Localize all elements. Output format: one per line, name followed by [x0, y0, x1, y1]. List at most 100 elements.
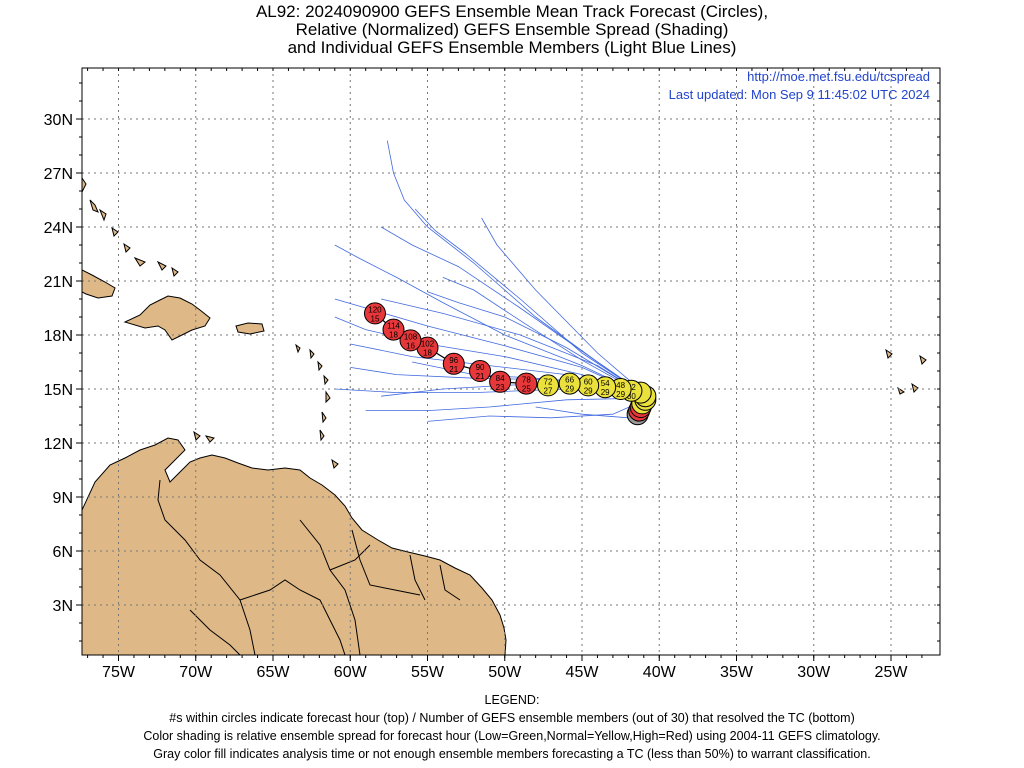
forecast-circle — [537, 374, 560, 397]
lat-label: 30N — [44, 112, 73, 129]
land-layer — [82, 177, 927, 655]
member-count-label: 18 — [423, 349, 432, 358]
member-count-label: 29 — [565, 385, 574, 394]
forecast-hour-label: 96 — [449, 356, 458, 365]
lat-label: 24N — [44, 220, 73, 237]
title-line-3: and Individual GEFS Ensemble Members (Li… — [287, 38, 737, 57]
lat-label: 6N — [53, 544, 73, 561]
member-count-label: 15 — [371, 314, 380, 323]
member-count-label: 29 — [601, 388, 610, 397]
puerto-rico-island — [235, 322, 265, 335]
member-track-line — [365, 397, 651, 411]
member-track-line — [334, 298, 651, 399]
member-count-label: 25 — [522, 385, 531, 394]
member-count-label: 27 — [544, 386, 553, 395]
forecast-hour-label: 102 — [421, 340, 435, 349]
small-islands — [89, 199, 927, 469]
lat-label: 9N — [53, 490, 73, 507]
lat-label: 21N — [44, 274, 73, 291]
legend-heading: LEGEND: — [484, 693, 540, 707]
forecast-circle — [363, 302, 386, 325]
last-updated-text: Last updated: Mon Sep 9 11:45:02 UTC 202… — [669, 87, 930, 102]
lat-label: 12N — [44, 436, 73, 453]
forecast-circle — [469, 360, 492, 382]
south-america-landmass — [82, 437, 507, 655]
member-count-label: 23 — [496, 383, 505, 392]
country-borders — [157, 479, 461, 655]
lon-label: 45W — [566, 664, 600, 681]
forecast-hour-label: 108 — [404, 332, 418, 341]
member-track-line — [334, 244, 651, 399]
member-count-label: 29 — [584, 386, 593, 395]
graticule — [82, 68, 940, 655]
cuba-island — [82, 269, 116, 299]
member-track-line — [442, 277, 651, 399]
florida-coast — [82, 177, 87, 193]
lat-label: 18N — [44, 328, 73, 345]
forecast-circle — [382, 318, 405, 341]
lon-label: 65W — [257, 664, 291, 681]
forecast-hour-label: 42 — [627, 383, 636, 392]
forecast-circle — [399, 329, 422, 352]
member-track-line — [414, 208, 651, 399]
member-track-line — [427, 397, 651, 422]
lat-label: 27N — [44, 166, 73, 183]
forecast-hour-label: 78 — [522, 376, 531, 385]
member-count-label: 16 — [406, 341, 415, 350]
forecast-hour-label: 114 — [387, 322, 400, 331]
title-line-1: AL92: 2024090900 GEFS Ensemble Mean Trac… — [255, 2, 769, 21]
lat-label: 3N — [53, 598, 73, 615]
member-count-label: 21 — [449, 365, 458, 374]
member-count-label: 29 — [616, 390, 625, 399]
legend-line-1: #s within circles indicate forecast hour… — [169, 711, 855, 725]
member-count-label: 18 — [389, 331, 398, 340]
member-track-line — [481, 217, 651, 399]
member-count-label: 30 — [627, 392, 636, 401]
map-frame — [81, 67, 941, 656]
forecast-hour-label: 66 — [565, 376, 574, 385]
lon-label: 70W — [179, 664, 213, 681]
forecast-hour-label: 84 — [496, 374, 505, 383]
lon-label: 25W — [875, 664, 909, 681]
latitude-labels: 30N 27N 24N 21N 18N 15N 12N 9N 6N 3N — [44, 112, 73, 615]
forecast-circle — [558, 372, 581, 395]
legend-line-3: Gray color fill indicates analysis time … — [153, 747, 871, 761]
lon-label: 60W — [334, 664, 368, 681]
forecast-hour-label: 60 — [584, 377, 593, 386]
source-url-link[interactable]: http://moe.met.fsu.edu/tcspread — [747, 69, 930, 84]
lat-label: 15N — [44, 382, 73, 399]
title-line-2: Relative (Normalized) GEFS Ensemble Spre… — [295, 20, 729, 39]
legend-line-2: Color shading is relative ensemble sprea… — [143, 729, 881, 743]
lon-label: 35W — [720, 664, 754, 681]
lon-label: 50W — [488, 664, 522, 681]
hispaniola-island — [123, 295, 211, 341]
forecast-hour-label: 54 — [601, 379, 610, 388]
member-count-label: 21 — [476, 372, 485, 381]
longitude-labels: 75W 70W 65W 60W 55W 50W 45W 40W 35W 30W 25W — [102, 664, 908, 681]
lon-label: 30W — [797, 664, 831, 681]
lon-label: 75W — [102, 664, 136, 681]
lon-label: 55W — [411, 664, 445, 681]
lon-label: 40W — [643, 664, 677, 681]
forecast-circle — [515, 372, 538, 395]
member-track-line — [381, 298, 651, 399]
forecast-circles: 4230482954296029662972277825842390219621… — [363, 302, 657, 426]
member-track-line — [380, 226, 651, 399]
forecast-hour-label: 72 — [544, 377, 553, 386]
forecast-circle — [442, 352, 465, 375]
forecast-hour-label: 48 — [616, 381, 625, 390]
forecast-hour-label: 90 — [476, 363, 485, 372]
forecast-hour-label: 120 — [368, 305, 382, 314]
axis-ticks — [76, 68, 940, 661]
